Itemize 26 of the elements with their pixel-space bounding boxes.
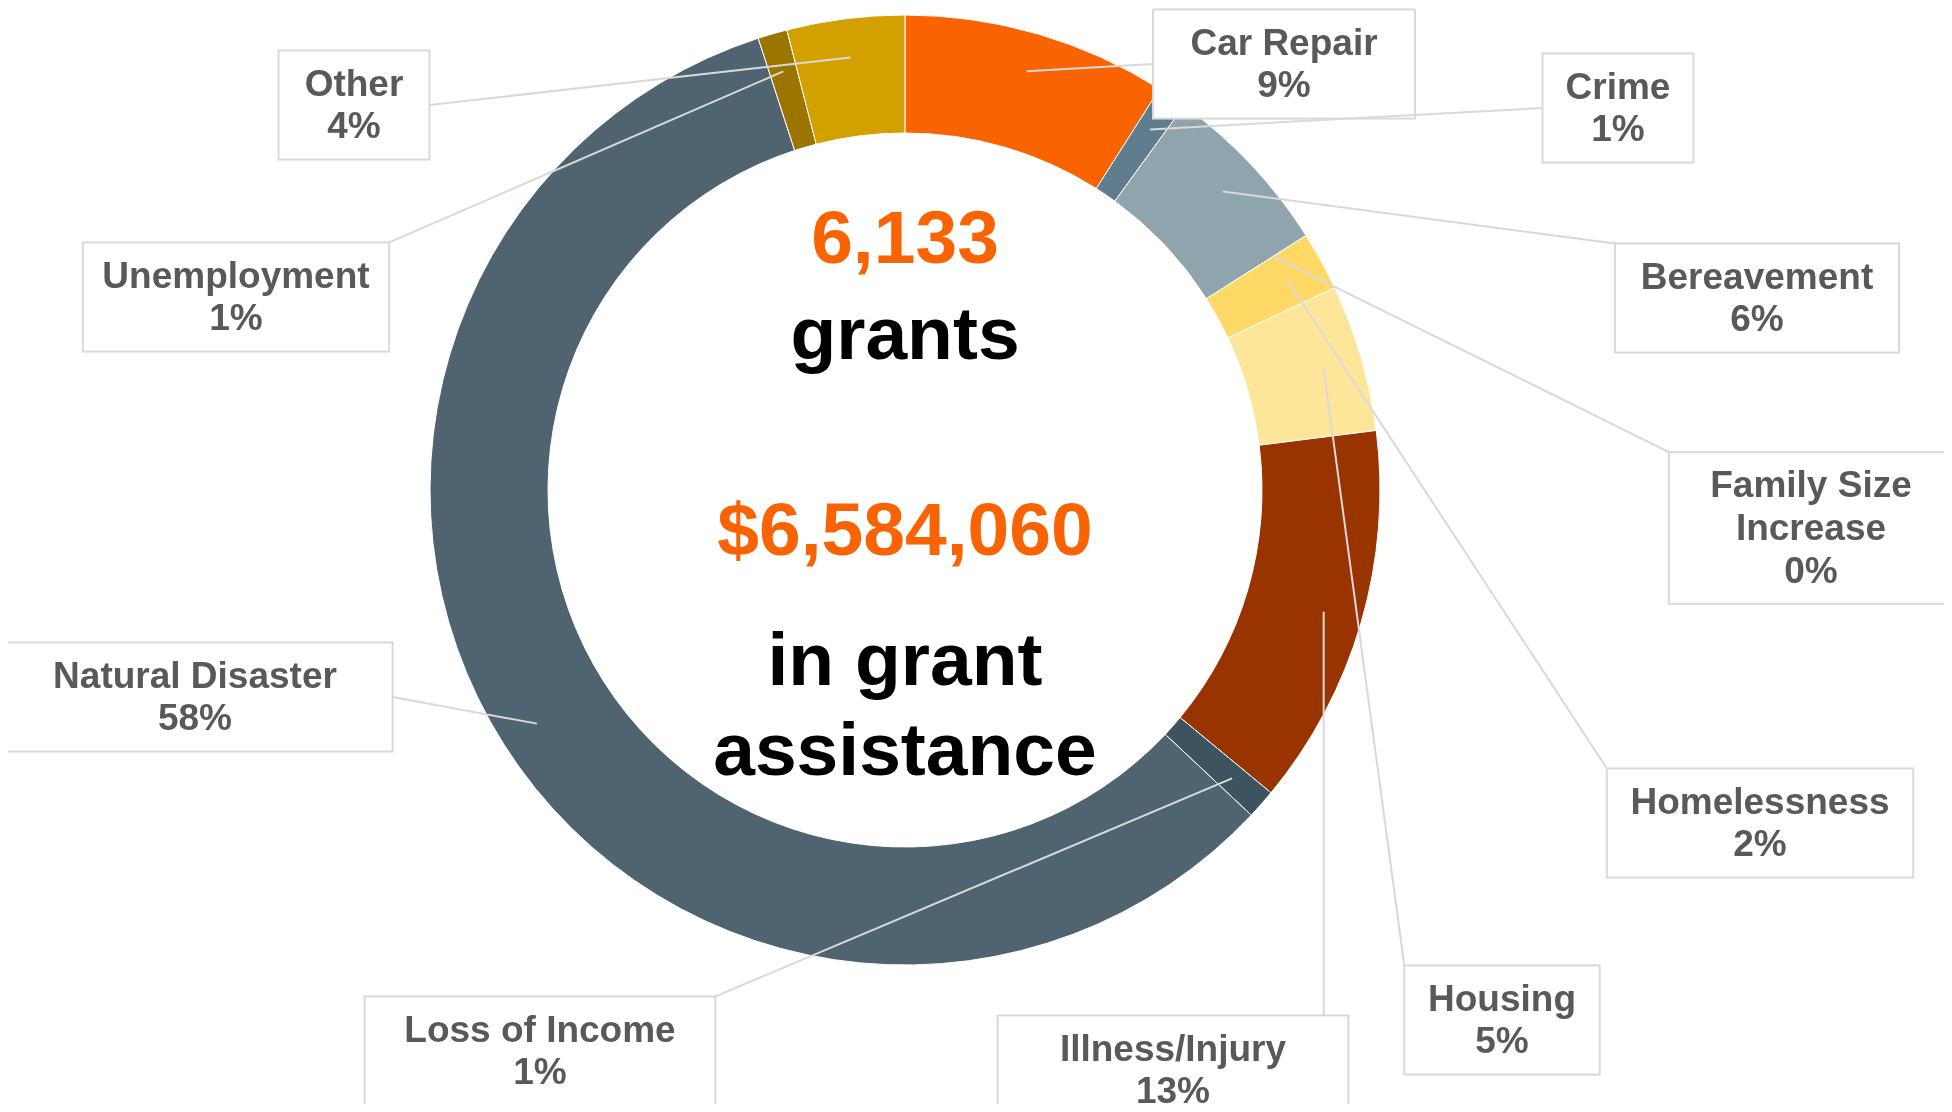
data-label: 1% [209,297,263,339]
data-label: 6% [1730,298,1784,340]
text: grants [790,291,1020,375]
data-label: 2% [1733,823,1787,865]
slice-label: Homelessness [1630,780,1890,822]
slice-label: Housing [1428,977,1576,1019]
text: 6,133 [811,195,999,279]
slice-label: Unemployment [102,254,370,296]
slice-label: Other [304,62,404,104]
slice-label: Bereavement [1640,255,1874,297]
data-label: 1% [1591,108,1645,150]
data-label: 9% [1257,64,1311,106]
slice-label: Illness/Injury [1059,1027,1287,1069]
data-label: 4% [327,105,381,147]
text: 0% [1784,549,1838,591]
text: $6,584,060 [717,487,1093,571]
data-label: 58% [157,697,233,739]
slice-label: Natural Disaster [53,654,337,696]
text: in grant assistance [713,617,1097,791]
slice-label: Crime [1565,65,1671,107]
category-label: Family Size Increase [1710,464,1912,549]
slice-label: Car Repair [1190,21,1378,63]
data-label: 5% [1475,1020,1529,1062]
slice-label: Loss of Income [404,1008,676,1050]
data-label: 13% [1135,1070,1211,1112]
data-label: 1% [513,1051,567,1093]
